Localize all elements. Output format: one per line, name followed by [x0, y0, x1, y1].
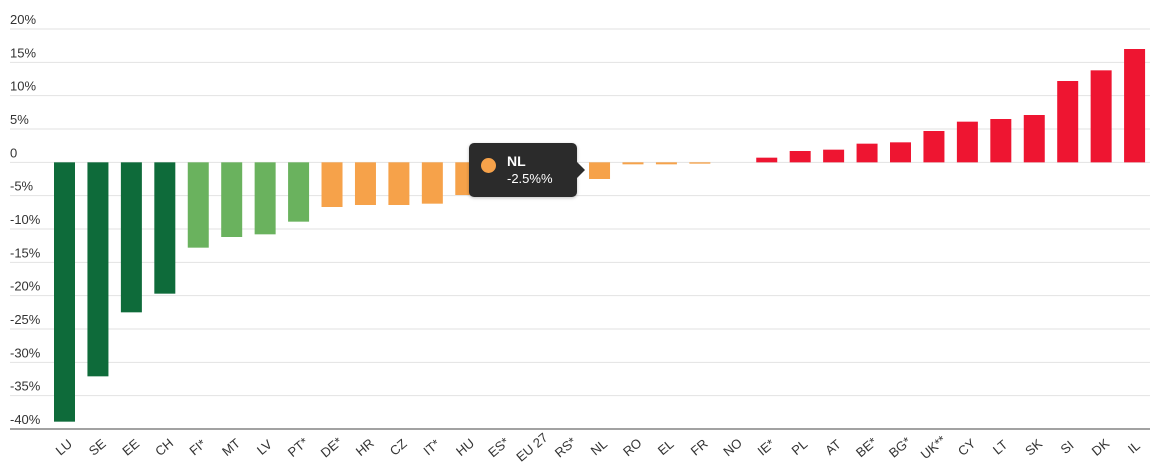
bar-be[interactable] — [856, 143, 878, 163]
bar-fi[interactable] — [187, 162, 209, 248]
x-tick-label: LT — [990, 437, 1011, 458]
x-tick-label: UK** — [918, 432, 949, 462]
x-tick-label: IE* — [755, 436, 778, 459]
bar-lv[interactable] — [254, 162, 276, 235]
y-tick-label: -35% — [10, 379, 41, 394]
x-tick-label: EL — [655, 436, 677, 458]
x-tick-label: EE — [119, 436, 142, 459]
bar-fr[interactable] — [689, 162, 711, 164]
x-tick-label: SK — [1022, 436, 1045, 459]
bar-uk[interactable] — [923, 131, 945, 163]
bar-mt[interactable] — [221, 162, 243, 237]
y-tick-label: -20% — [10, 279, 41, 294]
x-tick-label: RS* — [552, 434, 579, 460]
x-tick-label: IT* — [420, 436, 442, 458]
y-tick-label: 15% — [10, 45, 36, 60]
bars — [54, 49, 1146, 422]
bar-cy[interactable] — [956, 121, 978, 163]
bar-ro[interactable] — [622, 162, 644, 165]
y-tick-label: -25% — [10, 312, 41, 327]
x-tick-label: LU — [53, 436, 75, 458]
tooltip-series-name: NL — [507, 153, 526, 169]
x-tick-label: FR — [688, 436, 711, 459]
y-axis-ticks: 20% 15% 10% 5% 0 -5% -10% -15% -20% -25% -30% -35% -… — [10, 12, 41, 427]
x-tick-label: EU 27 — [513, 430, 550, 465]
bar-ie[interactable] — [756, 157, 778, 163]
bar-at[interactable] — [823, 149, 845, 163]
tooltip: NL -2.5%% — [469, 143, 585, 197]
x-tick-label: DE* — [318, 434, 345, 460]
x-tick-label: LV — [254, 436, 275, 457]
bar-ch[interactable] — [154, 162, 176, 294]
bar-lt[interactable] — [990, 119, 1012, 163]
bar-it[interactable] — [421, 162, 443, 204]
bar-dk[interactable] — [1090, 70, 1112, 163]
x-tick-label: SE — [86, 436, 109, 459]
x-tick-label: MT — [219, 435, 243, 459]
tooltip-dot-icon — [481, 158, 496, 173]
bar-el[interactable] — [655, 162, 677, 165]
y-tick-label: -30% — [10, 345, 41, 360]
x-tick-label: HU — [453, 435, 477, 459]
bar-hr[interactable] — [354, 162, 376, 205]
y-tick-label: -5% — [10, 179, 34, 194]
y-tick-label: 20% — [10, 12, 36, 27]
x-tick-label: IL — [1125, 438, 1143, 456]
bar-il[interactable] — [1124, 49, 1146, 163]
x-tick-label: NO — [720, 435, 745, 459]
bar-si[interactable] — [1057, 81, 1079, 163]
x-axis-ticks: LU SE EE CH FI* MT LV PT* DE* HR CZ IT* HU ES* EU 27 RS… — [53, 430, 1143, 465]
bar-sk[interactable] — [1023, 115, 1045, 163]
x-tick-label: PL — [789, 436, 811, 458]
bar-pt[interactable] — [288, 162, 310, 222]
bar-bg[interactable] — [890, 142, 911, 163]
x-tick-label: ES* — [485, 434, 512, 460]
x-tick-label: NL — [588, 436, 610, 458]
y-tick-label: 10% — [10, 79, 36, 94]
y-tick-label: -10% — [10, 212, 41, 227]
y-tick-label: -15% — [10, 245, 41, 260]
bar-pl[interactable] — [789, 151, 811, 163]
bar-se[interactable] — [87, 162, 109, 377]
x-tick-label: BE* — [853, 434, 880, 460]
y-tick-label: 0 — [10, 145, 17, 160]
x-tick-label: PT* — [285, 434, 311, 459]
x-tick-label: CZ — [387, 436, 410, 459]
tooltip-value: -2.5%% — [507, 171, 553, 186]
gridlines — [10, 28, 1150, 430]
x-tick-label: SI — [1057, 437, 1076, 456]
x-tick-label: RO — [620, 435, 645, 459]
x-tick-label: AT — [822, 436, 844, 458]
y-tick-label: -40% — [10, 412, 41, 427]
x-tick-label: CY — [955, 435, 979, 458]
x-tick-label: CH — [152, 435, 176, 459]
bar-ee[interactable] — [120, 162, 142, 313]
bar-de[interactable] — [321, 162, 343, 207]
x-tick-label: FI* — [186, 436, 208, 458]
bar-nl[interactable] — [589, 162, 611, 179]
bar-cz[interactable] — [388, 162, 410, 205]
y-tick-label: 5% — [10, 112, 29, 127]
x-tick-label: HR — [353, 435, 377, 459]
x-tick-label: BG* — [886, 434, 914, 461]
x-tick-label: DK — [1089, 435, 1113, 458]
bar-lu[interactable] — [54, 162, 75, 422]
